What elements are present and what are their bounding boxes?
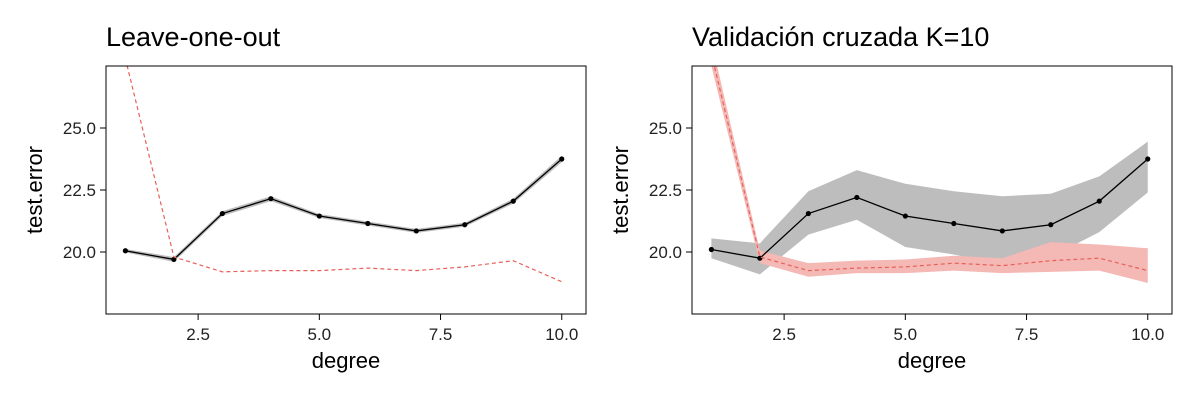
series-1-point [365, 220, 371, 227]
series-1-point [805, 210, 811, 217]
x-tick-label: 7.5 [1015, 325, 1039, 344]
y-tick-label: 20.0 [649, 243, 682, 262]
series-1-point [122, 248, 128, 254]
x-tick-label: 7.5 [429, 325, 453, 344]
series-1-point [708, 246, 714, 253]
series-1-point [1096, 198, 1102, 204]
series-2-line [713, 66, 1148, 272]
x-tick-label: 10.0 [1131, 325, 1164, 344]
series-1-point [171, 256, 177, 263]
series-1-band [711, 141, 1148, 275]
y-tick-label: 22.5 [63, 181, 96, 200]
panel-2: Validación cruzada K=10 2.5 5.0 7.5 10.0 20.0… [608, 22, 1173, 373]
y-tick-label: 22.5 [649, 181, 682, 200]
series-1-point [559, 156, 565, 162]
series-1-point [1048, 222, 1054, 228]
x-tick-label: 10.0 [545, 325, 578, 344]
series-1-point [316, 213, 322, 219]
series-2-line [126, 66, 562, 283]
series-2-band [711, 66, 1148, 283]
x-axis-label: degree [312, 348, 381, 373]
y-tick-label: 20.0 [63, 243, 96, 262]
series-1-point [219, 210, 225, 217]
x-tick-label: 5.0 [308, 325, 332, 344]
x-tick-label: 2.5 [186, 325, 210, 344]
y-axis-label: test.error [22, 146, 47, 234]
x-tick-label: 2.5 [772, 325, 796, 344]
series-1-point [951, 220, 957, 227]
plot-frame [105, 65, 587, 315]
chart-title: Validación cruzada K=10 [692, 22, 989, 52]
series-1-point [268, 196, 274, 202]
series-1-point [1145, 156, 1151, 162]
y-tick-label: 25.0 [63, 119, 96, 138]
plot-area [708, 66, 1151, 283]
series-1-point [462, 222, 468, 228]
series-1-point [902, 213, 908, 219]
series-1-point [999, 228, 1005, 234]
panel-1: Leave-one-out 2.5 5.0 7.5 10.0 20.0 22.5 25.0 de… [22, 22, 587, 373]
y-axis-label: test.error [608, 146, 633, 234]
series-1-line [711, 158, 1149, 259]
series-1-point [854, 194, 860, 201]
plot-area [122, 66, 565, 283]
series-1-point [413, 228, 419, 234]
x-axis-label: degree [898, 348, 967, 373]
chart-title: Leave-one-out [106, 22, 281, 52]
x-tick-label: 5.0 [894, 325, 918, 344]
y-tick-label: 25.0 [649, 119, 682, 138]
series-1-point [757, 255, 763, 261]
series-1-line [125, 158, 563, 261]
series-1-point [510, 198, 516, 204]
